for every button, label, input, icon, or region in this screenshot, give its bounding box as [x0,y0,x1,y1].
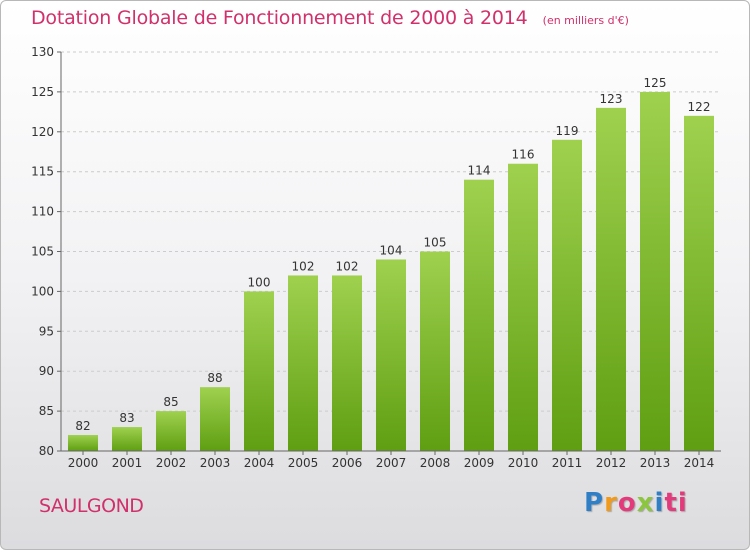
x-tick-label: 2012 [596,456,627,470]
city-name: SAULGOND [39,495,144,517]
bar-value-label: 85 [163,395,178,409]
bar-value-label: 119 [556,124,579,138]
bar [552,139,582,451]
y-tick-label: 130 [31,45,54,59]
x-tick-label: 2001 [112,456,143,470]
x-tick-label: 2014 [684,456,715,470]
x-tick-label: 2003 [200,456,231,470]
bar [464,179,494,451]
bar-value-label: 102 [292,259,315,273]
proxiti-logo: Proxiti [584,488,688,518]
logo-letter: i [654,488,665,518]
bar-value-label: 104 [380,243,403,257]
bar-value-label: 114 [468,164,491,178]
bar [332,275,362,451]
x-tick-label: 2004 [244,456,275,470]
x-tick-label: 2010 [508,456,539,470]
bar-value-label: 105 [424,236,447,250]
bar [68,435,98,451]
y-tick-label: 85 [39,404,54,418]
bar-value-label: 82 [75,419,90,433]
bar [156,411,186,451]
bar [200,387,230,451]
logo-letter: x [636,488,655,518]
y-tick-label: 125 [31,85,54,99]
bar [684,115,714,451]
bar [244,291,274,451]
bar-value-label: 125 [644,76,667,90]
x-tick-label: 2006 [332,456,363,470]
axes [57,51,721,455]
logo-letter: ti [664,488,688,518]
y-tick-label: 90 [39,364,54,378]
bars [68,91,714,452]
chart-title: Dotation Globale de Fonctionnement de 20… [31,7,528,29]
bar [596,107,626,452]
bar-value-label: 88 [207,371,222,385]
y-tick-label: 115 [31,165,54,179]
bar-value-label: 116 [512,148,535,162]
x-tick-label: 2008 [420,456,451,470]
x-tick-label: 2009 [464,456,495,470]
y-tick-label: 120 [31,125,54,139]
y-tick-label: 110 [31,205,54,219]
x-tick-label: 2011 [552,456,583,470]
logo-letter: P [584,488,605,518]
bar-value-label: 122 [688,100,711,114]
logo-letter: o [617,488,637,518]
bar [376,259,406,451]
y-tick-label: 80 [39,444,54,458]
y-tick-label: 105 [31,245,54,259]
bar-value-label: 100 [248,275,271,289]
x-tick-label: 2007 [376,456,407,470]
labels: 80 85 90 95 100 105 110 115 120 125 130 82 2000 83 200… [31,45,714,470]
bar-value-label: 83 [119,411,134,425]
bar [420,251,450,451]
logo-letter: r [604,488,618,518]
bar [508,163,538,451]
x-tick-label: 2000 [68,456,99,470]
x-tick-label: 2002 [156,456,187,470]
title-row: Dotation Globale de Fonctionnement de 20… [31,7,629,29]
y-tick-label: 100 [31,284,54,298]
bar-value-label: 123 [600,92,623,106]
x-tick-label: 2005 [288,456,319,470]
bar [640,91,670,452]
chart-unit: (en milliers d'€) [542,14,629,27]
x-tick-label: 2013 [640,456,671,470]
bar [288,275,318,451]
y-tick-label: 95 [39,324,54,338]
bar [112,427,142,451]
bar-value-label: 102 [336,259,359,273]
bar-chart: 80 85 90 95 100 105 110 115 120 125 130 82 2000 83 200… [31,45,721,470]
